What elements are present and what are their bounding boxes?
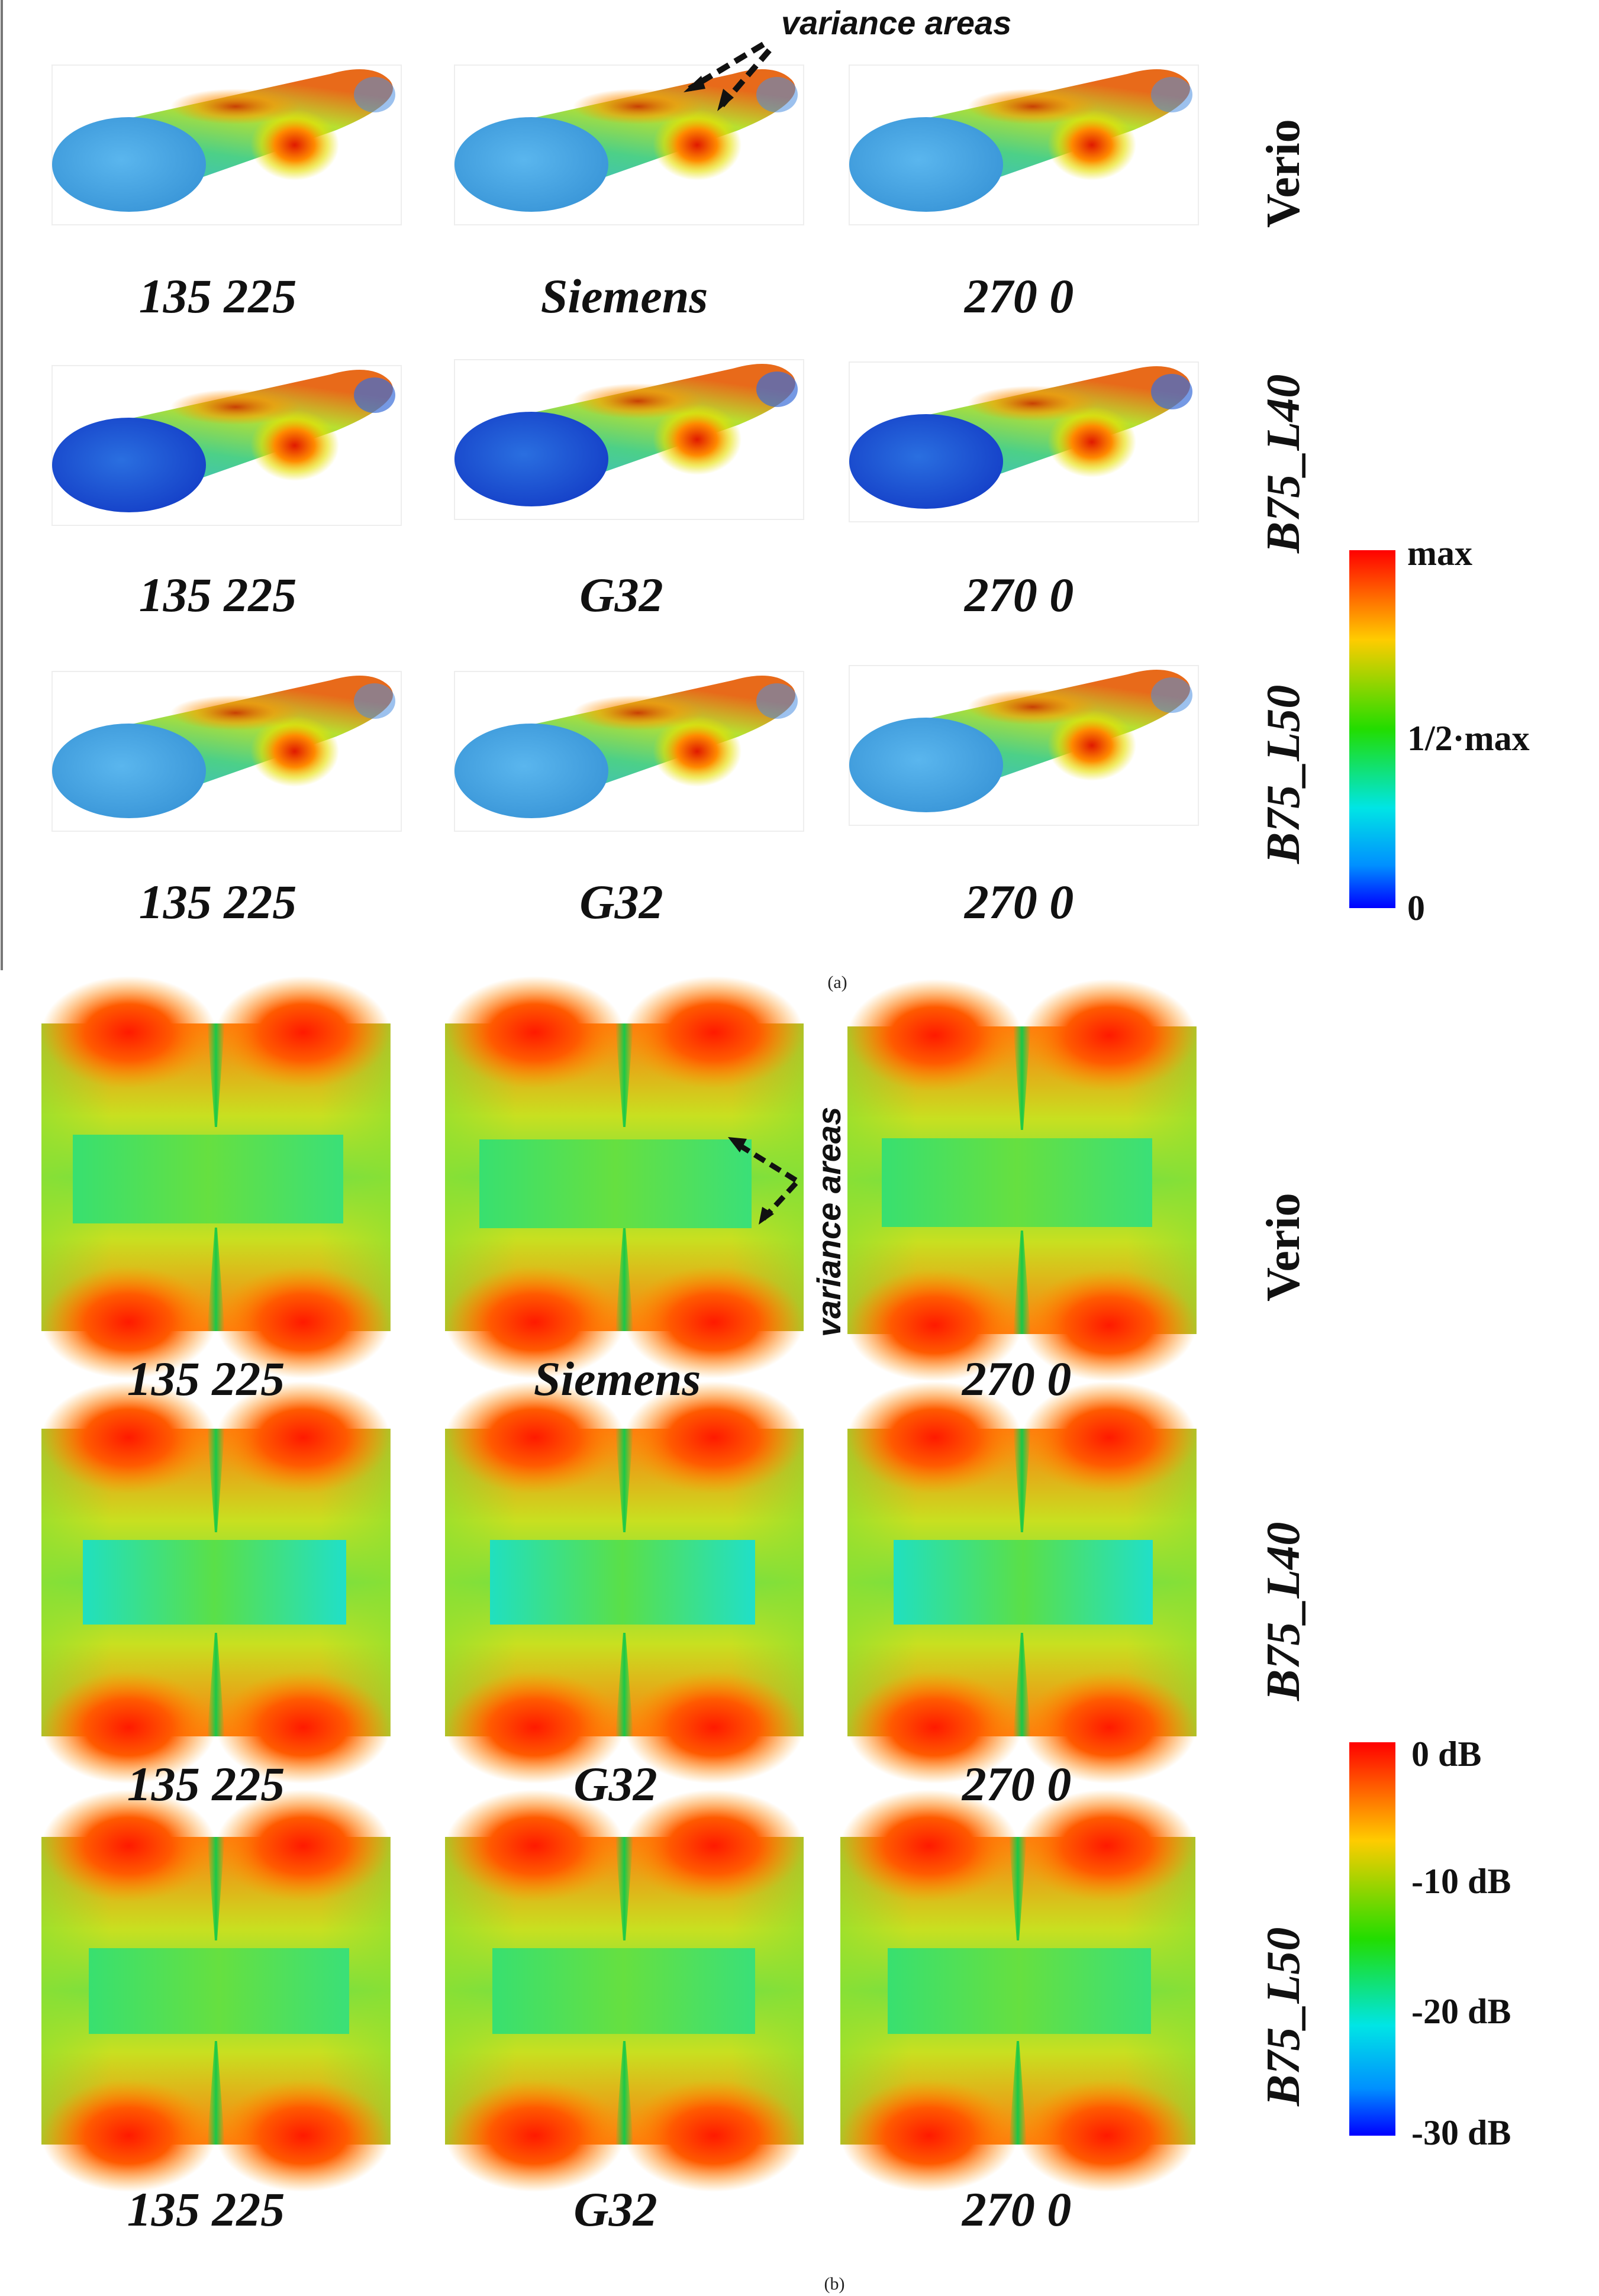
colorbar-a-mid: 1/2·max	[1407, 719, 1530, 758]
group-label-a-b75-l50: B75_L50	[1258, 685, 1310, 864]
group-label-b-verio: Verio	[1258, 1193, 1310, 1302]
field-map-b-r3c1-slab	[89, 1948, 349, 2034]
colorbar-b-tick-0: 0 dB	[1411, 1735, 1481, 1774]
label-b-r2c1: 135 225	[127, 1757, 285, 1811]
colorbar-a	[1349, 550, 1395, 908]
field-map-b-r2c1-slab	[83, 1540, 346, 1625]
field-map-b-r1c1-slab	[73, 1135, 343, 1223]
label-b-r3c2: G32	[573, 2182, 657, 2236]
label-b-r1c2: Siemens	[534, 1352, 701, 1406]
group-label-b-b75-l50: B75_L50	[1258, 1927, 1310, 2107]
panel-a: variance areas 135 225 Siemens 270 0 135…	[51, 4, 1530, 992]
field-map-b-r2c2-slab	[490, 1540, 755, 1625]
group-label-b-b75-l40: B75_L40	[1258, 1522, 1310, 1701]
colorbar-a-min: 0	[1407, 889, 1425, 928]
caption-a: (a)	[827, 973, 847, 992]
label-a-r2c1: 135 225	[139, 568, 297, 622]
panel-b: variance areas 135 225 Siemens 270 0 135…	[41, 976, 1511, 2294]
label-b-r2c3: 270 0	[962, 1757, 1072, 1811]
colorbar-b-tick-3: -30 dB	[1411, 2113, 1511, 2152]
label-a-r1c3: 270 0	[964, 269, 1074, 323]
label-a-r3c2: G32	[579, 875, 663, 929]
label-a-r2c2: G32	[579, 568, 663, 622]
field-map-b-r3c3-slab	[888, 1948, 1151, 2034]
label-b-r3c3: 270 0	[962, 2182, 1072, 2236]
label-a-r3c3: 270 0	[964, 875, 1074, 929]
field-map-b-r2c3-slab	[894, 1540, 1153, 1625]
label-a-r1c1: 135 225	[139, 269, 297, 323]
variance-annotation-a: variance areas	[781, 4, 1011, 41]
label-b-r1c3: 270 0	[962, 1352, 1072, 1406]
field-map-b-r3c2-slab	[492, 1948, 755, 2034]
field-map-b-r1c2-slab	[479, 1139, 752, 1228]
colorbar-a-max: max	[1407, 534, 1472, 573]
caption-b: (b)	[824, 2274, 845, 2294]
variance-annotation-b: variance areas	[810, 1107, 847, 1337]
colorbar-b	[1349, 1742, 1395, 2136]
group-label-a-verio: Verio	[1258, 119, 1310, 228]
label-b-r2c2: G32	[573, 1757, 657, 1811]
group-label-a-b75-l40: B75_L40	[1258, 374, 1310, 554]
colorbar-b-tick-1: -10 dB	[1411, 1862, 1511, 1901]
label-a-r3c1: 135 225	[139, 875, 297, 929]
colorbar-b-tick-2: -20 dB	[1411, 1992, 1511, 2031]
label-b-r1c1: 135 225	[127, 1352, 285, 1406]
label-a-r2c3: 270 0	[964, 568, 1074, 622]
label-a-r1c2: Siemens	[541, 269, 708, 323]
label-b-r3c1: 135 225	[127, 2182, 285, 2236]
field-map-b-r1c3-slab	[882, 1138, 1152, 1227]
